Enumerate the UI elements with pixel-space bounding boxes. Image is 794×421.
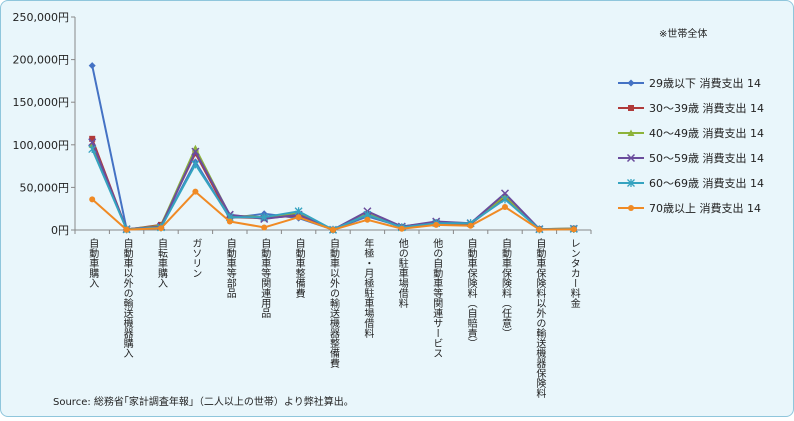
legend-item: 40～49歳 消費支出 14 [618,126,764,140]
series-1 [88,62,543,234]
legend-label: 30～39歳 消費支出 14 [649,101,764,115]
series-4 [88,138,578,234]
legend-label: 29歳以下 消費支出 14 [649,76,761,90]
category-label: 自動車購入 [87,237,99,288]
legend-item: 29歳以下 消費支出 14 [618,76,761,90]
data-point [364,216,371,223]
y-tick-label: 200,000円 [13,54,70,67]
series-2 [89,135,577,233]
chart-note: ※世帯全体 [659,27,707,40]
legend-label: 60～69歳 消費支出 14 [649,176,764,190]
data-point [88,145,97,154]
data-point [294,207,303,216]
y-tick-label: 150,000円 [13,96,70,109]
series-line [91,65,541,231]
data-point [627,79,635,87]
series-3 [88,141,578,233]
legend-label: 40～49歳 消費支出 14 [649,126,764,140]
data-point [628,205,634,211]
legend-item: 70歳以上 消費支出 14 [618,201,761,215]
data-point [626,153,636,163]
category-label: 自動車保険料以外の輸送機器保険料 [534,237,546,399]
data-point [191,147,200,156]
data-point [88,138,97,147]
legend-item: 50～59歳 消費支出 14 [618,151,764,165]
data-point [500,189,510,198]
category-label: ガソリン [190,238,201,278]
y-tick-label: 250,000円 [13,11,70,24]
legend: 29歳以下 消費支出 14 30～39歳 消費支出 14 40～49歳 消費支出 1… [618,76,764,215]
data-point [433,221,440,228]
data-point [89,196,96,203]
data-point [627,179,635,187]
y-axis-ticks: 0円 50,000円 100,000円 150,000円 200,000円 250,000… [13,11,75,237]
category-label: 他の駐車場借料 [396,237,408,309]
axes [74,17,591,231]
data-point [158,225,164,232]
category-label: 自動車等関連用品 [259,237,271,319]
category-label: 自転車購入 [156,237,168,288]
data-point [192,188,199,195]
data-point [260,213,269,222]
data-point [295,214,302,221]
category-label: 自動車整備費 [293,237,305,299]
series-6 [89,188,577,233]
data-point [89,135,96,142]
category-label: 他の自動車等関連サービス [431,237,443,358]
legend-item: 60～69歳 消費支出 14 [618,176,764,190]
data-point [627,129,635,136]
category-label: 自動車保険料（任意） [500,237,512,338]
legend-label: 70歳以上 消費支出 14 [649,201,761,215]
data-point [226,218,233,225]
data-point [191,144,199,152]
data-point [467,222,474,229]
category-label: 自動車以外の輸送機器購入 [121,237,133,358]
y-tick-label: 100,000円 [13,139,70,152]
data-point [398,225,405,232]
data-point [123,226,130,233]
category-label: 自動車保険料（自賠責） [465,237,477,348]
legend-item: 30～39歳 消費支出 14 [618,101,764,115]
source-note: Source: 総務省｢家計調査年報｣（二人以上の世帯）より弊社算出。 [53,395,354,408]
data-point [502,203,508,210]
category-label: レンタカー料金 [568,238,580,308]
category-label: 自動車以外の輸送機器整備費 [328,237,340,369]
data-point [261,224,268,231]
data-point [536,226,543,233]
data-point [628,105,634,111]
series-lines [88,62,578,234]
category-labels: 自動車購入 自動車以外の輸送機器購入 自転車購入 ガソリン 自動車等部品 自動車等関連用品… [74,230,592,399]
data-point [501,195,509,204]
data-point [570,226,577,233]
legend-label: 50～59歳 消費支出 14 [649,151,764,165]
data-point [191,160,200,169]
series-5 [88,145,578,234]
y-tick-label: 0円 [51,224,69,237]
y-tick-label: 50,000円 [20,181,70,194]
data-point [88,62,96,70]
category-label: 自動車等部品 [224,237,236,299]
data-point [330,226,336,233]
category-label: 年極・月極駐車場借料 [362,237,374,339]
